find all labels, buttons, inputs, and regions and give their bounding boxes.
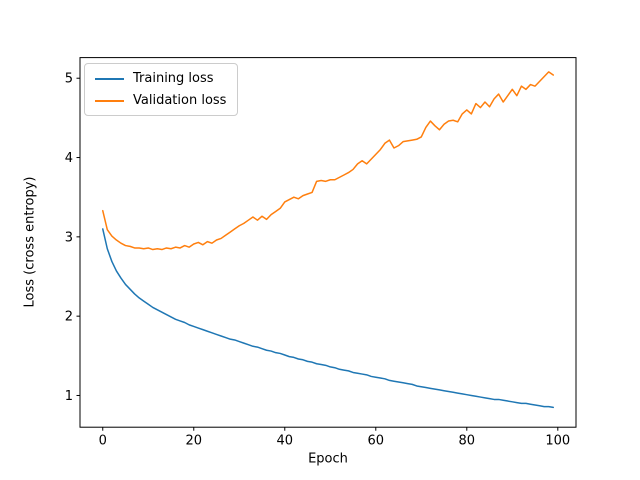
training-loss-line-swatch — [95, 77, 124, 80]
legend-label-validation-loss: Validation loss — [133, 93, 227, 108]
y-axis-label: Loss (cross entropy) — [22, 176, 38, 308]
y-tick-label: 3 — [65, 230, 73, 245]
validation-loss-line — [102, 71, 554, 251]
x-tick-label: 80 — [459, 434, 476, 449]
training-loss-line — [102, 228, 554, 409]
x-tick-label: 20 — [185, 434, 202, 449]
x-tick-label: 100 — [545, 434, 570, 449]
y-tick-label: 2 — [65, 310, 73, 325]
y-tick-label: 1 — [65, 389, 73, 404]
y-tick-label: 5 — [65, 72, 73, 87]
legend-item-validation-loss: Validation loss — [95, 93, 226, 108]
legend-item-training-loss: Training loss — [95, 71, 226, 86]
legend-label-training-loss: Training loss — [133, 71, 214, 86]
legend: Training loss Validation loss — [84, 63, 239, 116]
x-tick-label: 40 — [276, 434, 293, 449]
validation-loss-line-swatch — [95, 99, 124, 102]
x-axis-label: Epoch — [308, 451, 348, 467]
x-tick-label: 0 — [99, 434, 107, 449]
y-tick-label: 4 — [65, 151, 73, 166]
x-tick-label: 60 — [368, 434, 385, 449]
plot-frame — [79, 57, 577, 428]
